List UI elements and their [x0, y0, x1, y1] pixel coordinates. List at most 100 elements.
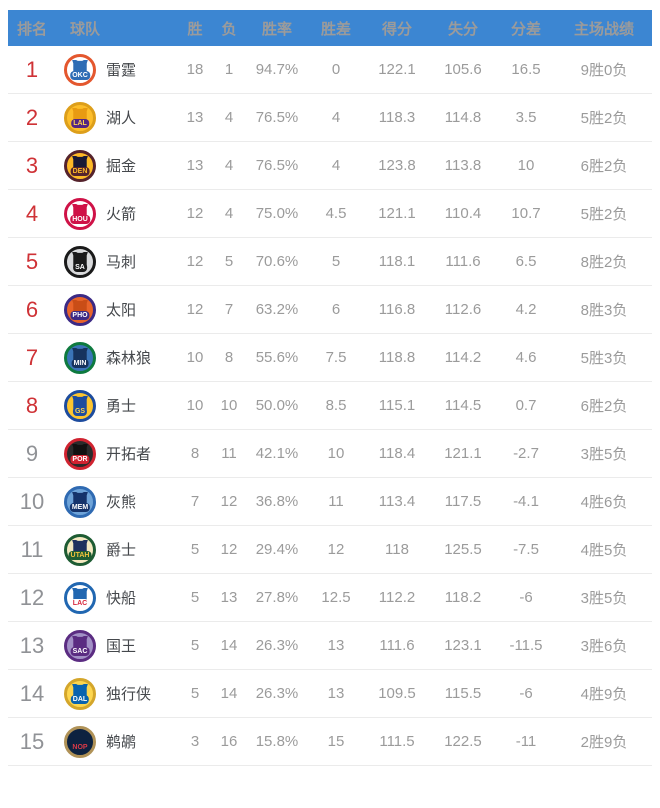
table-row[interactable]: 5 SA 马刺 12 5 70.6% 5 118.1 111.6 6.5 8胜2…	[8, 238, 652, 286]
team-name: 湖人	[106, 110, 137, 127]
home-record-value: 5胜2负	[580, 110, 628, 127]
jersey-shape	[72, 299, 88, 314]
rank-value: 4	[25, 200, 39, 226]
win-pct-value: 94.7%	[255, 61, 299, 78]
team-abbr: SAC	[70, 646, 90, 656]
team-cell[interactable]: GS 勇士	[56, 389, 178, 422]
points-against-value: 122.5	[444, 733, 482, 750]
rank-cell: 13	[8, 633, 56, 659]
win-pct-value: 26.3%	[255, 637, 299, 654]
team-logo-icon: DAL	[64, 677, 96, 710]
points-for-value: 123.8	[378, 157, 416, 174]
home-record-value: 8胜3负	[580, 302, 628, 319]
team-abbr: GS	[72, 406, 88, 416]
rank-cell: 14	[8, 681, 56, 707]
team-cell[interactable]: DEN 掘金	[56, 149, 178, 182]
games-behind-value: 0	[331, 61, 341, 78]
win-pct-value: 50.0%	[255, 397, 299, 414]
table-body: 1 OKC 雷霆 18 1 94.7% 0 122.1 105.6 16.5 9…	[8, 46, 652, 766]
wins-value: 12	[186, 301, 204, 318]
table-row[interactable]: 11 UTAH 爵士 5 12 29.4% 12 118 125.5 -7.5 …	[8, 526, 652, 574]
team-cell[interactable]: POR 开拓者	[56, 437, 178, 470]
point-diff-value: 4.2	[515, 301, 537, 318]
rank-value: 1	[25, 56, 39, 82]
team-cell[interactable]: UTAH 爵士	[56, 533, 178, 566]
team-cell[interactable]: LAC 快船	[56, 581, 178, 614]
team-name: 灰熊	[106, 494, 137, 511]
table-row[interactable]: 12 LAC 快船 5 13 27.8% 12.5 112.2 118.2 -6…	[8, 574, 652, 622]
header-games-behind: 胜差	[320, 20, 351, 38]
team-cell[interactable]: SA 马刺	[56, 245, 178, 278]
jersey-shape	[72, 251, 88, 266]
win-pct-value: 63.2%	[255, 301, 299, 318]
team-cell[interactable]: NOP 鹈鹕	[56, 725, 178, 758]
table-row[interactable]: 13 SAC 国王 5 14 26.3% 13 111.6 123.1 -11.…	[8, 622, 652, 670]
team-cell[interactable]: MIN 森林狼	[56, 341, 178, 374]
team-cell[interactable]: HOU 火箭	[56, 197, 178, 230]
team-logo-icon: UTAH	[64, 533, 96, 566]
team-logo-icon: LAC	[64, 581, 96, 614]
rank-value: 15	[19, 728, 45, 754]
team-abbr: UTAH	[68, 550, 92, 560]
team-cell[interactable]: LAL 湖人	[56, 101, 178, 134]
team-abbr: MEM	[69, 502, 91, 512]
games-behind-value: 15	[327, 733, 345, 750]
header-home-record: 主场战绩	[573, 20, 634, 38]
table-row[interactable]: 8 GS 勇士 10 10 50.0% 8.5 115.1 114.5 0.7 …	[8, 382, 652, 430]
points-against-value: 114.5	[444, 397, 482, 414]
team-name: 马刺	[106, 254, 137, 271]
table-row[interactable]: 3 DEN 掘金 13 4 76.5% 4 123.8 113.8 10 6胜2…	[8, 142, 652, 190]
team-logo-icon: GS	[64, 389, 96, 422]
rank-value: 13	[19, 632, 45, 658]
team-cell[interactable]: PHO 太阳	[56, 293, 178, 326]
team-cell[interactable]: SAC 国王	[56, 629, 178, 662]
table-row[interactable]: 9 POR 开拓者 8 11 42.1% 10 118.4 121.1 -2.7…	[8, 430, 652, 478]
points-for-value: 118.4	[378, 445, 416, 462]
point-diff-value: -6	[519, 589, 533, 606]
losses-value: 14	[220, 685, 238, 702]
games-behind-value: 6	[331, 301, 341, 318]
team-name: 鹈鹕	[106, 734, 137, 751]
jersey-shape	[72, 491, 88, 506]
rank-cell: 2	[8, 105, 56, 131]
rank-value: 6	[25, 296, 39, 322]
games-behind-value: 13	[327, 637, 345, 654]
point-diff-value: 16.5	[511, 61, 541, 78]
team-cell[interactable]: DAL 独行侠	[56, 677, 178, 710]
points-against-value: 123.1	[444, 637, 482, 654]
home-record-value: 8胜2负	[580, 254, 628, 271]
points-for-value: 111.5	[379, 733, 415, 750]
team-abbr: NOP	[70, 742, 90, 752]
team-name: 快船	[106, 590, 137, 607]
jersey-shape	[72, 59, 88, 74]
jersey-shape	[72, 683, 88, 698]
win-pct-value: 55.6%	[255, 349, 299, 366]
games-behind-value: 11	[328, 493, 344, 510]
jersey-shape	[72, 203, 88, 218]
table-row[interactable]: 1 OKC 雷霆 18 1 94.7% 0 122.1 105.6 16.5 9…	[8, 46, 652, 94]
table-row[interactable]: 6 PHO 太阳 12 7 63.2% 6 116.8 112.6 4.2 8胜…	[8, 286, 652, 334]
table-row[interactable]: 4 HOU 火箭 12 4 75.0% 4.5 121.1 110.4 10.7…	[8, 190, 652, 238]
table-row[interactable]: 2 LAL 湖人 13 4 76.5% 4 118.3 114.8 3.5 5胜…	[8, 94, 652, 142]
home-record-value: 5胜2负	[580, 206, 628, 223]
home-record-value: 4胜9负	[580, 686, 628, 703]
rank-value: 12	[19, 584, 45, 610]
losses-value: 16	[220, 733, 238, 750]
point-diff-value: 0.7	[515, 397, 537, 414]
rank-cell: 6	[8, 297, 56, 323]
team-name: 太阳	[106, 302, 137, 319]
team-logo-icon: SA	[64, 245, 96, 278]
wins-value: 12	[186, 253, 204, 270]
team-cell[interactable]: OKC 雷霆	[56, 53, 178, 86]
table-row[interactable]: 14 DAL 独行侠 5 14 26.3% 13 109.5 115.5 -6 …	[8, 670, 652, 718]
points-for-value: 121.1	[378, 205, 416, 222]
team-cell[interactable]: MEM 灰熊	[56, 485, 178, 518]
rank-cell: 11	[8, 537, 56, 563]
table-row[interactable]: 7 MIN 森林狼 10 8 55.6% 7.5 118.8 114.2 4.6…	[8, 334, 652, 382]
point-diff-value: 6.5	[515, 253, 537, 270]
table-row[interactable]: 15 NOP 鹈鹕 3 16 15.8% 15 111.5 122.5 -11 …	[8, 718, 652, 766]
points-against-value: 115.5	[444, 685, 482, 702]
table-row[interactable]: 10 MEM 灰熊 7 12 36.8% 11 113.4 117.5 -4.1…	[8, 478, 652, 526]
rank-cell: 9	[8, 441, 56, 467]
wins-value: 18	[186, 61, 204, 78]
